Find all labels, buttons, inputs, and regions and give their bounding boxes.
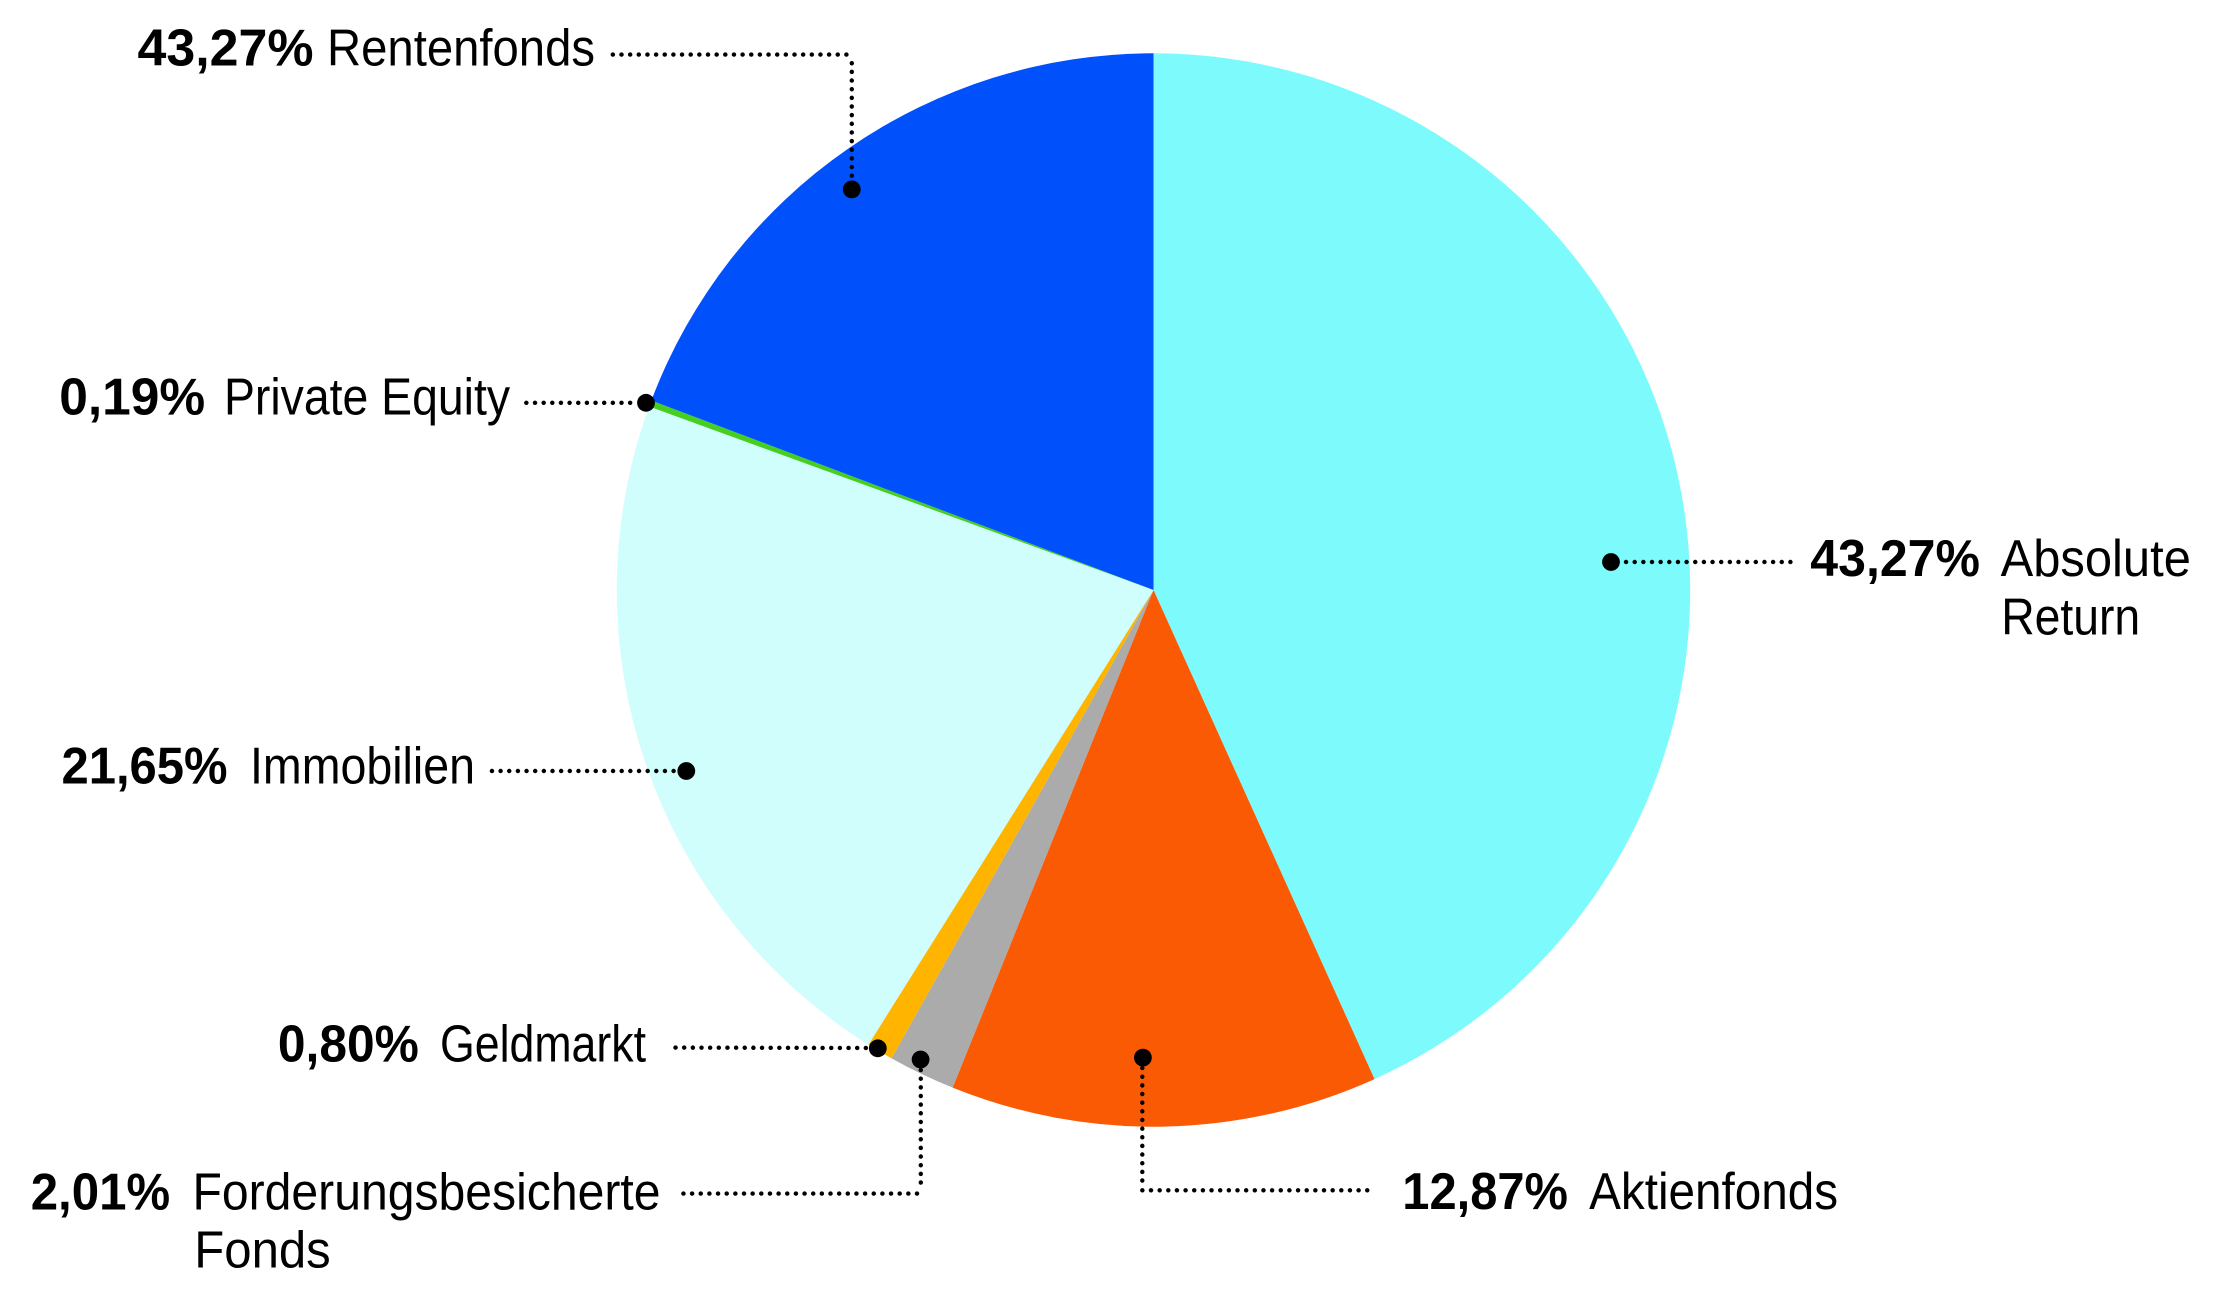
svg-text:43,27%: 43,27% [138,20,314,78]
svg-text:Forderungsbesicherte: Forderungsbesicherte [193,1164,661,1222]
svg-text:0,80%: 0,80% [278,1016,419,1074]
svg-text:Geldmarkt: Geldmarkt [440,1016,646,1074]
svg-text:Rentenfonds: Rentenfonds [327,20,595,78]
svg-text:Aktienfonds: Aktienfonds [1589,1163,1838,1221]
svg-text:21,65%: 21,65% [62,738,228,796]
svg-text:43,27%: 43,27% [1810,530,1980,588]
svg-text:12,87%: 12,87% [1402,1163,1568,1221]
svg-text:Return: Return [2001,589,2140,647]
svg-text:Fonds: Fonds [194,1222,330,1280]
svg-text:2,01%: 2,01% [31,1164,171,1222]
svg-text:Private Equity: Private Equity [224,369,510,427]
svg-text:Immobilien: Immobilien [250,738,475,796]
svg-text:0,19%: 0,19% [59,369,205,427]
svg-text:Absolute: Absolute [2001,530,2191,588]
